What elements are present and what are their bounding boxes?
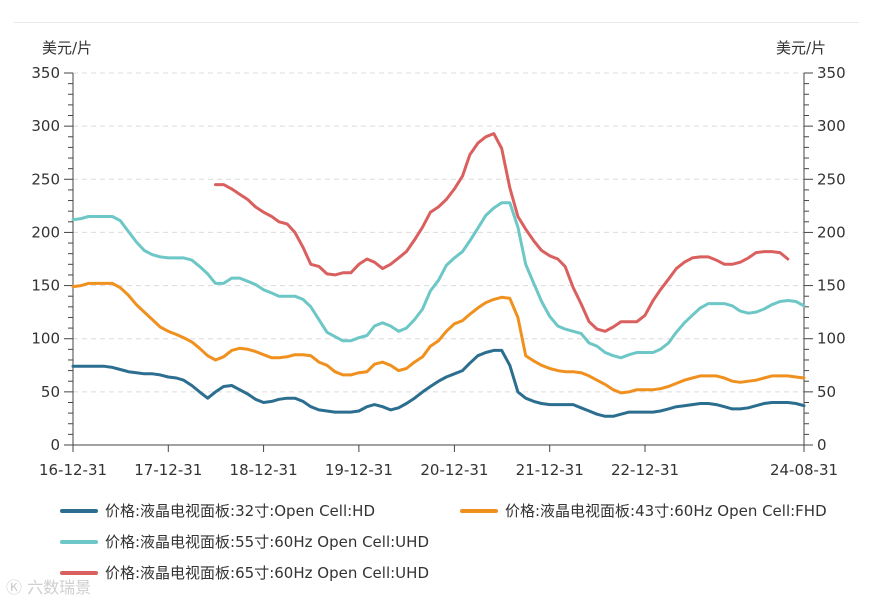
legend-item: 价格:液晶电视面板:43寸:60Hz Open Cell:FHD (460, 500, 827, 521)
x-tick-label: 19-12-31 (325, 461, 393, 479)
left-y-tick-label: 100 (31, 330, 60, 348)
legend-item: 价格:液晶电视面板:65寸:60Hz Open Cell:UHD (60, 562, 429, 583)
x-tick-label: 22-12-31 (611, 461, 679, 479)
watermark-logo: Ⓚ 六数瑞景 (6, 578, 92, 597)
x-tick-label: 21-12-31 (516, 461, 584, 479)
x-tick-label: 17-12-31 (134, 461, 202, 479)
left-axis-unit: 美元/片 (42, 39, 92, 57)
series-line-3 (71, 201, 806, 360)
legend-swatch (60, 570, 98, 575)
line-chart: 美元/片 美元/片 0 0 50 50 100 100 150 150 200 200 250 250… (31, 39, 846, 479)
left-y-tick-label: 300 (31, 117, 60, 135)
x-tick-label: 18-12-31 (230, 461, 298, 479)
legend-label: 价格:液晶电视面板:43寸:60Hz Open Cell:FHD (505, 502, 827, 520)
legend-swatch (460, 508, 498, 513)
left-y-tick-label: 350 (31, 64, 60, 82)
right-y-tick-label: 0 (817, 436, 827, 454)
x-tick-label: 16-12-31 (39, 461, 107, 479)
right-y-tick-label: 150 (817, 277, 846, 295)
left-y-tick-label: 50 (41, 383, 60, 401)
right-axis-unit: 美元/片 (776, 39, 826, 57)
legend-label: 价格:液晶电视面板:32寸:Open Cell:HD (105, 502, 376, 520)
legend-item: 价格:液晶电视面板:55寸:60Hz Open Cell:UHD (60, 531, 429, 552)
series-line-1 (71, 348, 806, 418)
left-y-tick-label: 150 (31, 277, 60, 295)
series-line-2 (71, 281, 806, 395)
right-y-tick-label: 300 (817, 117, 846, 135)
left-y-tick-label: 0 (50, 436, 60, 454)
series-line-4 (214, 132, 790, 333)
legend-item: 价格:液晶电视面板:32寸:Open Cell:HD (60, 500, 375, 521)
left-y-tick-label: 200 (31, 223, 60, 241)
right-y-tick-label: 100 (817, 330, 846, 348)
right-y-tick-label: 350 (817, 64, 846, 82)
legend-swatch (60, 508, 98, 513)
legend-label: 价格:液晶电视面板:55寸:60Hz Open Cell:UHD (105, 533, 429, 551)
legend-label: 价格:液晶电视面板:65寸:60Hz Open Cell:UHD (105, 564, 429, 582)
top-divider (14, 22, 859, 23)
x-tick-label: 24-08-31 (770, 461, 838, 479)
right-y-tick-label: 200 (817, 223, 846, 241)
left-y-tick-label: 250 (31, 170, 60, 188)
right-y-tick-label: 50 (817, 383, 836, 401)
legend-swatch (60, 539, 98, 544)
right-y-tick-label: 250 (817, 170, 846, 188)
x-tick-label: 20-12-31 (420, 461, 488, 479)
